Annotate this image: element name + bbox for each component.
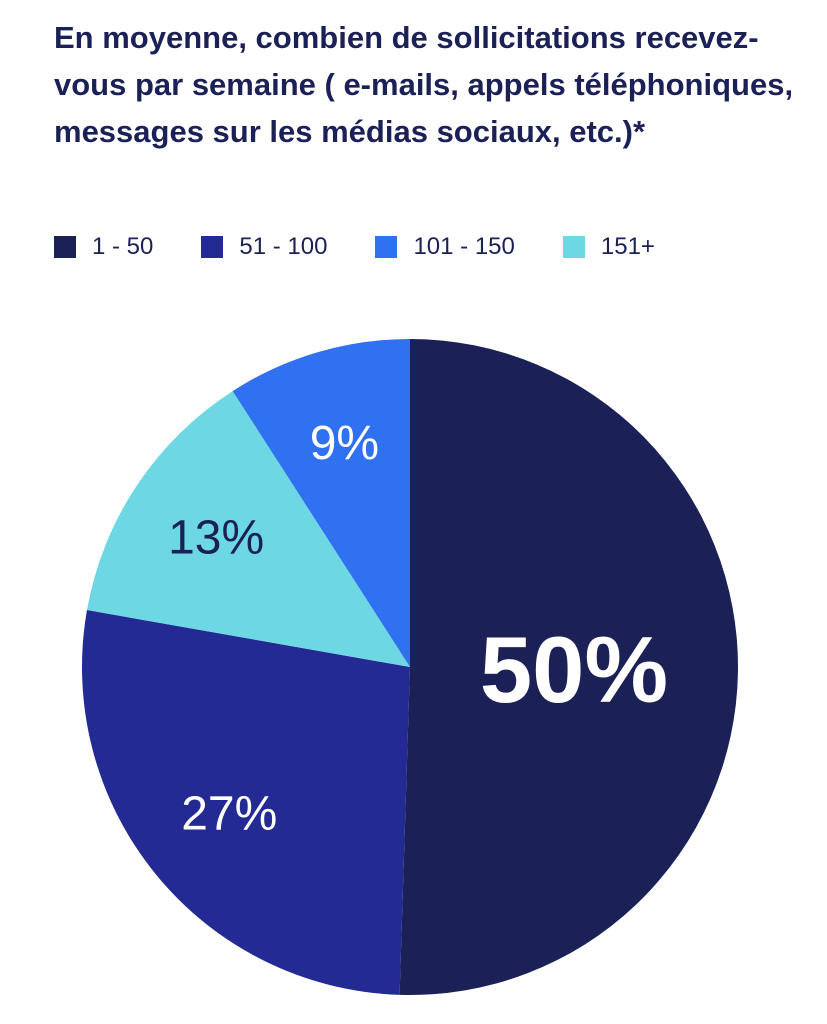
legend-swatch-1-50 [54, 236, 76, 258]
pie-slice-151-plus [86, 391, 410, 667]
legend-label-51-100: 51 - 100 [239, 233, 328, 260]
data-label-101-150: 9% [310, 417, 379, 470]
chart-title: En moyenne, combien de sollicitations re… [54, 20, 794, 149]
data-label-1-50: 50% [480, 617, 668, 722]
legend-swatch-51-100 [201, 236, 224, 258]
legend-item-151-plus: 151+ [562, 233, 655, 261]
data-label-151-plus: 13% [168, 512, 264, 565]
legend-swatch-101-150 [375, 236, 398, 258]
legend-label-101-150: 101 - 150 [413, 233, 515, 260]
legend: 1 - 50 51 - 100 101 - 150 151+ [54, 232, 655, 262]
legend-label-1-50: 1 - 50 [92, 233, 154, 260]
legend-item-1-50: 1 - 50 [54, 233, 153, 261]
pie-slice-1-50 [399, 339, 739, 996]
pie-slice-101-150 [232, 339, 410, 667]
data-label-51-100: 27% [181, 787, 277, 840]
legend-item-51-100: 51 - 100 [201, 233, 327, 261]
legend-item-101-150: 101 - 150 [375, 233, 515, 261]
legend-swatch-151-plus [562, 236, 585, 258]
legend-label-151-plus: 151+ [600, 233, 655, 260]
pie-slice-51-100 [82, 610, 411, 995]
